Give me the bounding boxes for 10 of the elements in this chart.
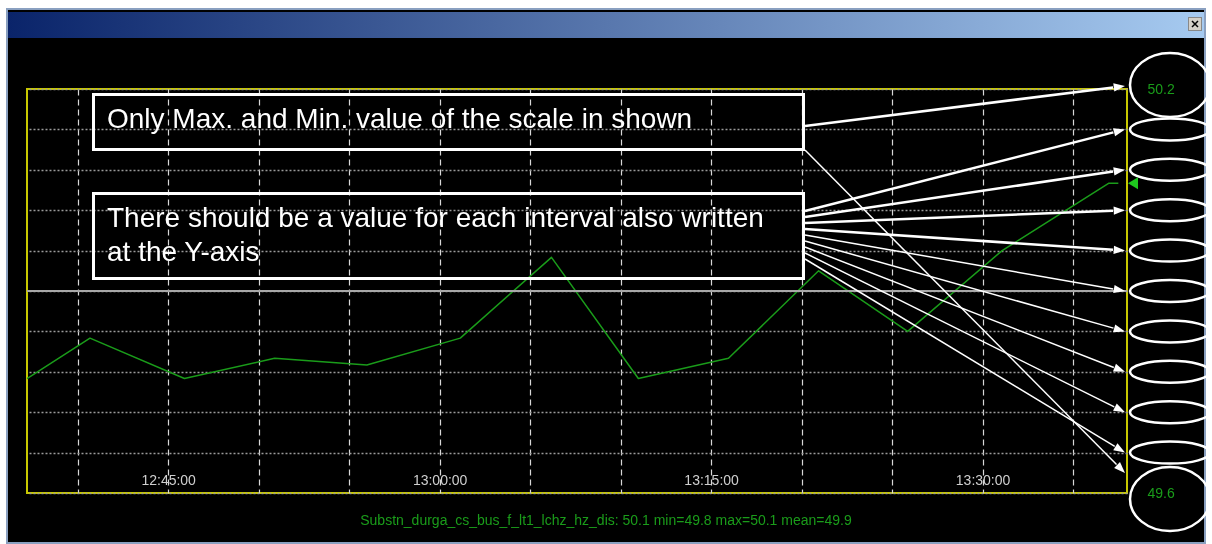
x-tick-label: 12:45:00 bbox=[141, 471, 197, 488]
x-tick-label: 13:15:00 bbox=[684, 471, 740, 488]
text: Substn_durga_cs_bus_f_lt1_lchz_hz_dis: 50.1 min=49.8 max=50.1 mean=49.9 bbox=[359, 512, 853, 528]
line-series bbox=[26, 182, 1120, 380]
y-tick-label: 49.6 bbox=[1147, 484, 1175, 501]
annotation: Only Max. and Min. value of the scale in shown bbox=[92, 93, 805, 151]
annotation: There should be a value for each interval also written at the Y-axis bbox=[92, 192, 805, 280]
x-tick-label: 13:00:00 bbox=[412, 471, 468, 488]
y-tick-label: 50.2 bbox=[1147, 80, 1175, 97]
x-tick-label: 13:30:00 bbox=[955, 471, 1011, 488]
